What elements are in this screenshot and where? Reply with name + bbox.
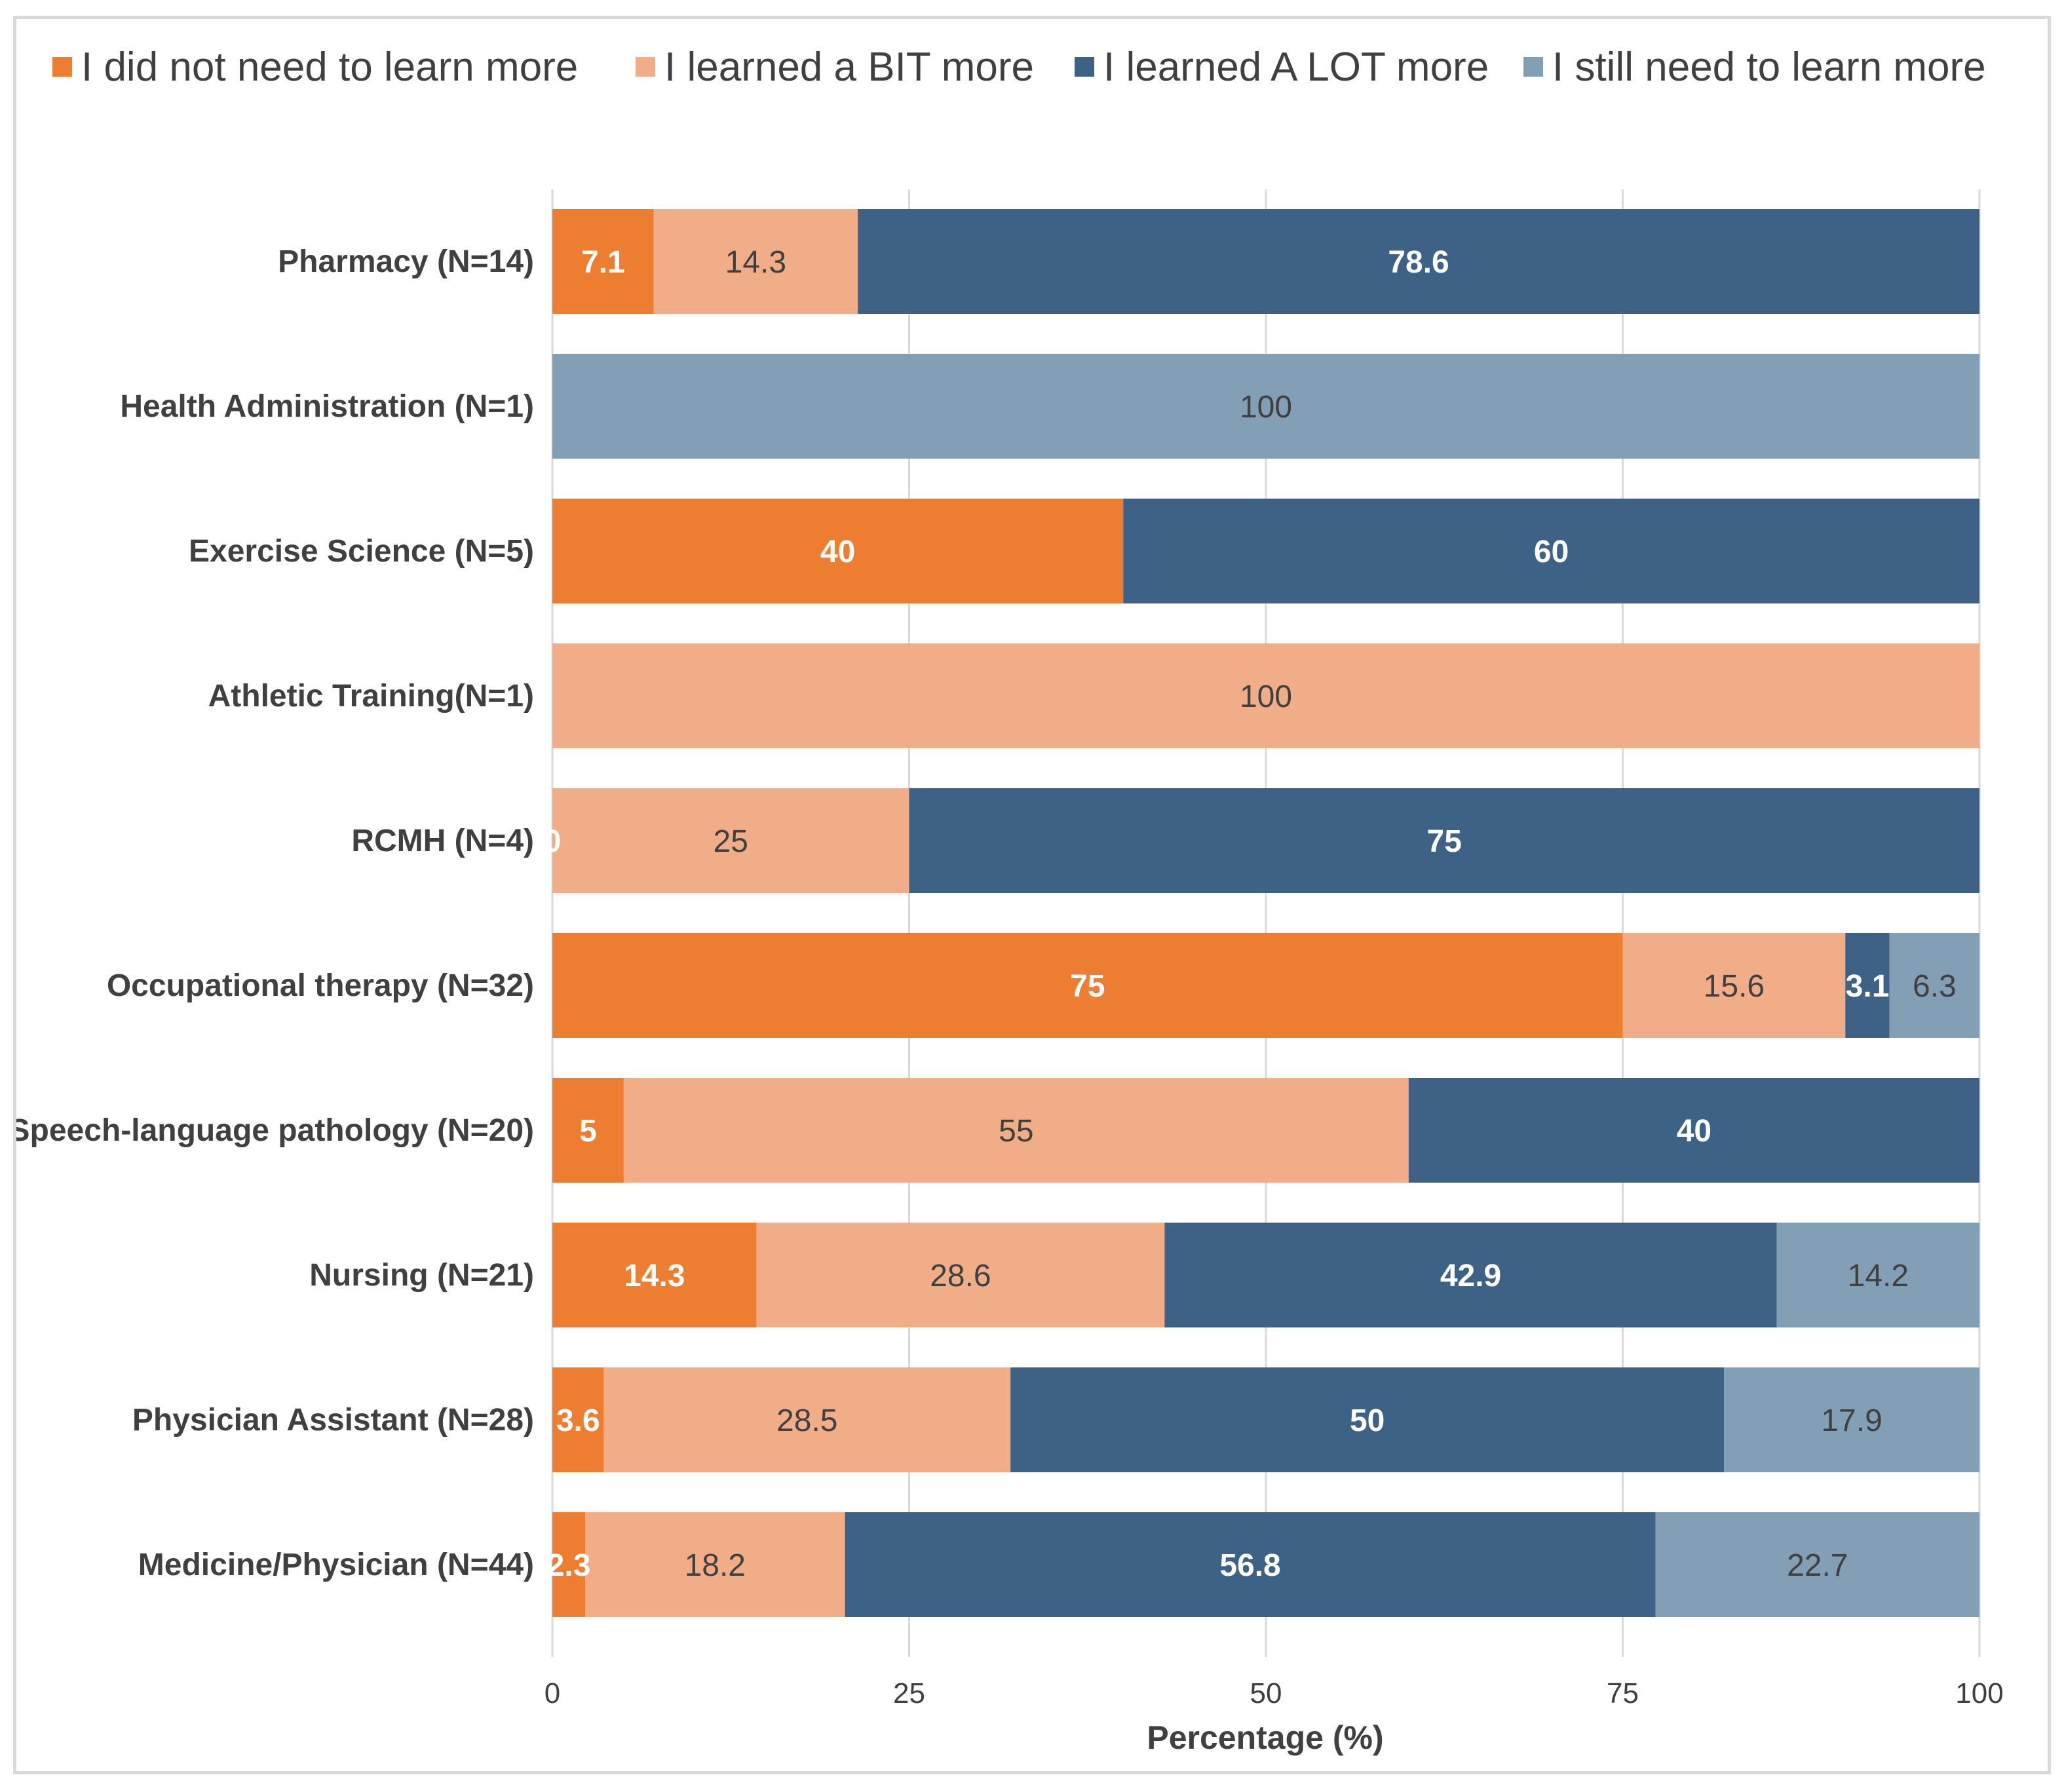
bar-segment (552, 354, 1979, 459)
x-tick-label: 100 (1955, 1677, 2003, 1709)
bar-segment (909, 788, 1979, 893)
x-tick-label: 0 (545, 1677, 560, 1709)
stacked-bar-chart: I did not need to learn more I learned a … (16, 45, 2004, 1756)
data-label: 15.6 (1704, 969, 1765, 1004)
bar-segment (552, 1512, 586, 1617)
legend-label: I learned a BIT more (664, 45, 1034, 90)
bar-segment (603, 1367, 1011, 1472)
data-label: 3.1 (1846, 969, 1890, 1004)
data-label: 42.9 (1440, 1259, 1501, 1293)
data-label: 14.3 (725, 245, 786, 280)
legend-label: I learned A LOT more (1103, 45, 1489, 90)
bars (552, 209, 1979, 1617)
x-tick-labels: 0 25 50 75 100 (545, 1677, 2004, 1709)
data-label: 14.3 (624, 1259, 685, 1293)
data-label: 25 (714, 824, 748, 859)
legend-label: I still need to learn more (1552, 45, 1986, 90)
bar-segment (756, 1223, 1165, 1327)
bar-segment (1655, 1512, 1979, 1617)
category-label: Nursing (N=21) (309, 1258, 534, 1293)
data-label: 100 (1240, 679, 1292, 714)
bar-segment (552, 933, 1623, 1038)
legend-swatch (1523, 57, 1543, 77)
data-label: 40 (1677, 1114, 1711, 1149)
data-label: 100 (1240, 390, 1292, 425)
data-label: 78.6 (1388, 245, 1449, 280)
legend: I did not need to learn more I learned a … (52, 45, 1986, 90)
bar-segment (1123, 499, 1979, 603)
bar-segment (552, 643, 1979, 748)
data-label: 17.9 (1821, 1403, 1882, 1438)
category-label: Occupational therapy (N=32) (107, 968, 534, 1003)
legend-label: I did not need to learn more (81, 45, 578, 90)
data-label: 0 (544, 824, 562, 859)
data-label: 22.7 (1787, 1548, 1848, 1583)
bar-segment (1164, 1223, 1777, 1327)
legend-swatch (1075, 57, 1094, 77)
bar-segment (552, 499, 1124, 603)
data-label: 7.1 (581, 245, 625, 280)
category-label: Pharmacy (N=14) (278, 244, 534, 279)
bar-segment (552, 1078, 624, 1183)
category-label: Speech-language pathology (N=20) (16, 1113, 534, 1148)
bar-segment (1622, 933, 1846, 1038)
category-label: Physician Assistant (N=28) (132, 1403, 534, 1438)
bar-segment (552, 1223, 757, 1327)
bar-segment (845, 1512, 1656, 1617)
bar-segment (1724, 1367, 1979, 1472)
bar-segment (552, 209, 654, 314)
bar-segment (1010, 1367, 1725, 1472)
data-label: 28.5 (776, 1403, 837, 1438)
data-label: 6.3 (1913, 969, 1957, 1004)
legend-swatch (636, 57, 655, 77)
chart-frame: I did not need to learn more I learned a … (13, 16, 2051, 1774)
data-label: 50 (1350, 1403, 1385, 1438)
bar-segment (1776, 1223, 1979, 1327)
bar-segment (585, 1512, 845, 1617)
bar-segment (552, 1367, 604, 1472)
legend-swatch (52, 57, 72, 77)
data-label: 2.3 (547, 1548, 591, 1583)
data-label: 5 (579, 1114, 597, 1149)
category-label: Athletic Training(N=1) (208, 679, 534, 714)
x-tick-label: 50 (1250, 1677, 1282, 1709)
category-label: RCMH (N=4) (351, 824, 534, 858)
bar-segment (858, 209, 1979, 314)
category-label: Medicine/Physician (N=44) (138, 1548, 534, 1582)
bar-segment (653, 209, 858, 314)
bar-segment (1408, 1078, 1979, 1183)
x-tick-label: 25 (893, 1677, 925, 1709)
bar-segment (623, 1078, 1409, 1183)
category-label: Exercise Science (N=5) (189, 534, 534, 569)
data-label: 75 (1427, 824, 1462, 859)
data-label: 75 (1070, 969, 1105, 1004)
x-axis-title: Percentage (%) (1147, 1719, 1383, 1756)
data-label: 14.2 (1848, 1259, 1909, 1293)
data-label: 56.8 (1219, 1548, 1280, 1583)
data-label: 60 (1534, 535, 1569, 569)
data-label: 3.6 (556, 1403, 600, 1438)
data-label: 55 (999, 1114, 1033, 1149)
bar-segment (1845, 933, 1890, 1038)
category-label: Health Administration (N=1) (120, 389, 534, 424)
bar-segment (1889, 933, 1979, 1038)
category-labels: Pharmacy (N=14) Health Administration (N=… (16, 244, 534, 1582)
data-label: 18.2 (685, 1548, 746, 1583)
data-label: 40 (820, 535, 855, 569)
data-label: 28.6 (930, 1259, 991, 1293)
x-tick-label: 75 (1607, 1677, 1639, 1709)
bar-segment (552, 788, 909, 893)
